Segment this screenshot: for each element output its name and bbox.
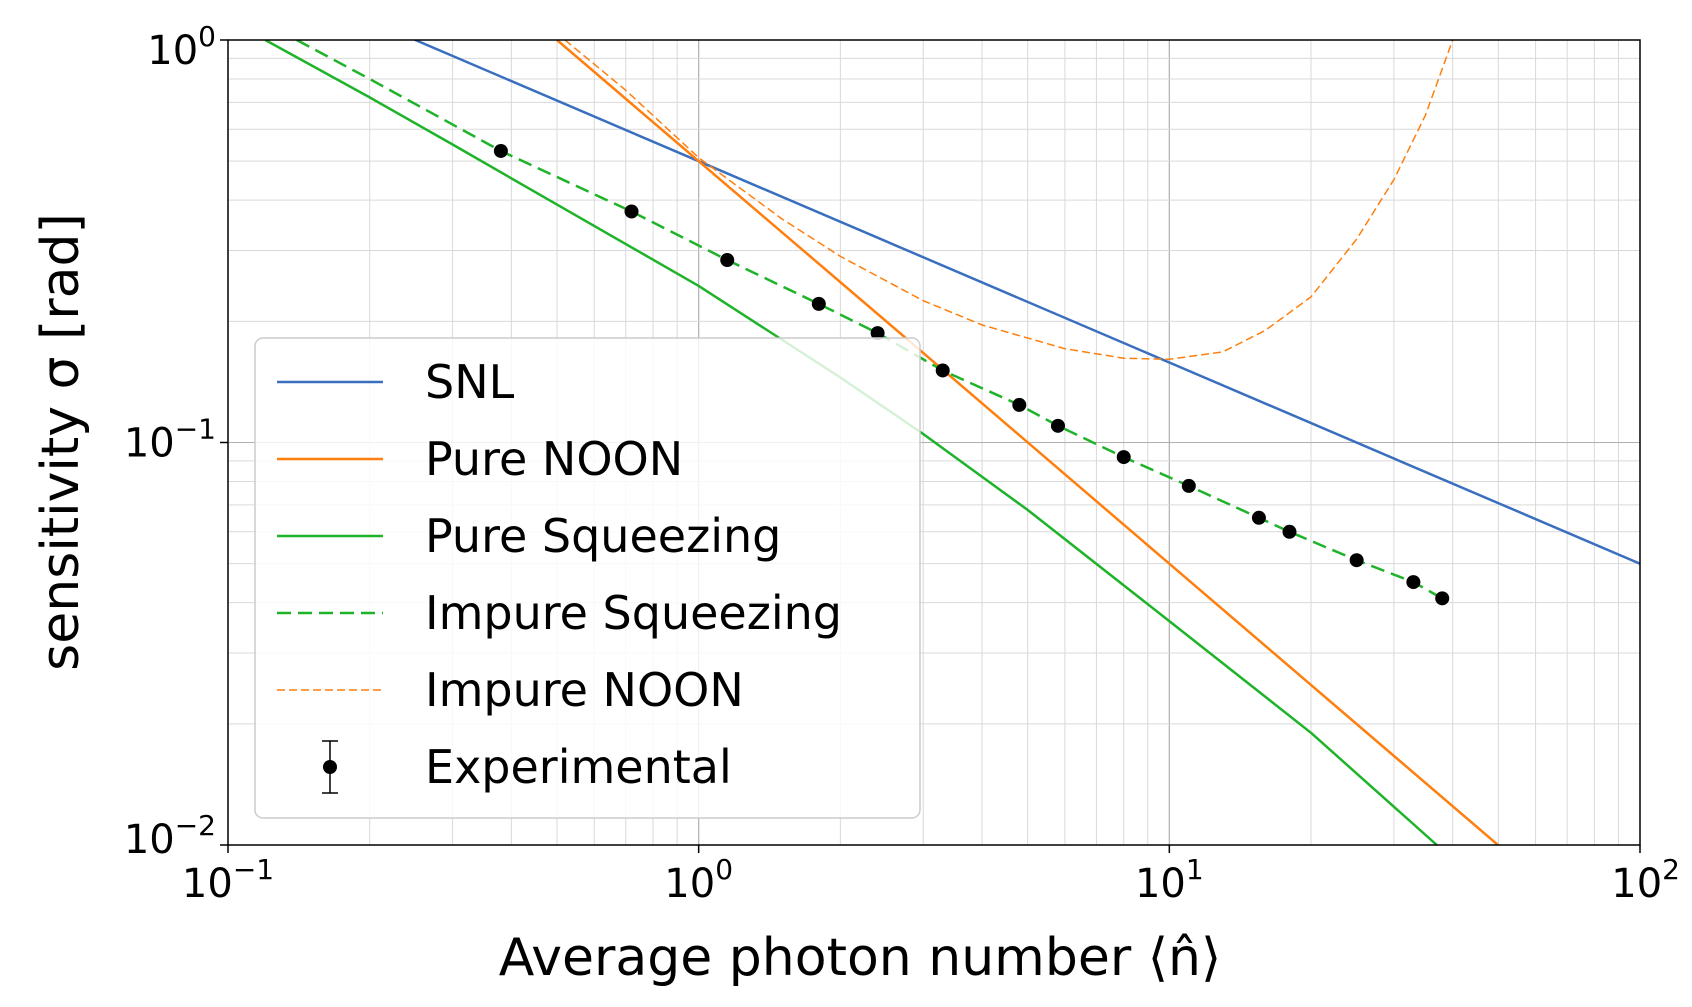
experimental-point	[1116, 450, 1131, 465]
x-tick-labels: 10−1 100 101 102	[182, 845, 1680, 907]
experimental-point	[1349, 553, 1364, 568]
legend-label: Experimental	[425, 740, 732, 794]
experimental-points	[493, 143, 1450, 606]
legend-item: Experimental	[322, 740, 732, 794]
experimental-point	[811, 296, 826, 311]
experimental-point	[1435, 591, 1450, 606]
legend-item: Impure NOON	[277, 663, 744, 717]
x-tick-label: 100	[664, 853, 733, 907]
legend-label: Pure NOON	[425, 432, 683, 486]
legend-label: Pure Squeezing	[425, 509, 781, 563]
legend: SNL Pure NOON Pure Squeezing Impure Squeezi…	[254, 337, 921, 819]
experimental-point	[1050, 418, 1065, 433]
experimental-point	[1251, 510, 1266, 525]
experimental-point	[720, 253, 735, 268]
legend-item: Impure Squeezing	[277, 586, 842, 640]
y-tick-label: 100	[147, 20, 216, 74]
legend-item: SNL	[277, 355, 515, 409]
legend-label: SNL	[425, 355, 515, 409]
experimental-point	[1012, 397, 1027, 412]
x-tick-label: 10−1	[182, 853, 274, 907]
experimental-point	[493, 143, 508, 158]
legend-label: Impure NOON	[425, 663, 744, 717]
grid	[228, 40, 1640, 845]
legend-item: Pure NOON	[277, 432, 683, 486]
experimental-point	[1282, 524, 1297, 539]
y-axis-label: sensitivity σ [rad]	[31, 213, 91, 671]
x-tick-label: 101	[1135, 853, 1204, 907]
legend-label: Impure Squeezing	[425, 586, 842, 640]
x-tick-label: 102	[1611, 853, 1680, 907]
legend-box	[254, 337, 921, 819]
experimental-point	[870, 326, 885, 341]
experimental-point	[1406, 575, 1421, 590]
y-tick-label: 10−1	[124, 413, 216, 467]
experimental-point	[1181, 478, 1196, 493]
experimental-point	[624, 204, 639, 219]
y-tick-labels: 10−2 10−1 100	[124, 20, 228, 863]
y-tick-label: 10−2	[124, 809, 216, 863]
series-pure-noon	[556, 40, 1500, 845]
series-impure-noon	[564, 40, 1454, 361]
experimental-point	[935, 363, 950, 378]
legend-item: Pure Squeezing	[277, 509, 781, 563]
x-axis-label: Average photon number ⟨n̂⟩	[499, 928, 1222, 988]
